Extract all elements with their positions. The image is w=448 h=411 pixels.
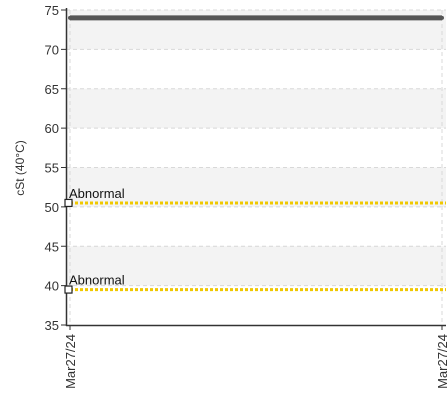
series-point bbox=[440, 15, 444, 20]
abnormal-label: Abnormal bbox=[69, 186, 125, 201]
y-tick-label: 75 bbox=[45, 3, 59, 18]
y-tick-label: 35 bbox=[45, 318, 59, 333]
abnormal-marker bbox=[64, 198, 73, 208]
y-tick-label: 50 bbox=[45, 200, 59, 215]
series bbox=[68, 15, 444, 21]
y-tick-label: 55 bbox=[45, 161, 59, 176]
axes bbox=[65, 8, 446, 327]
x-tick-label: Mar27/24 bbox=[63, 334, 78, 389]
plot-bands bbox=[66, 10, 446, 286]
abnormal-marker bbox=[64, 285, 73, 294]
x-ticks: Mar27/24 Mar27/24 bbox=[63, 325, 448, 389]
y-axis-title: cSt (40°C) bbox=[13, 140, 27, 195]
gridlines bbox=[66, 9, 446, 325]
y-tick-label: 40 bbox=[45, 279, 59, 294]
plot-band bbox=[66, 167, 446, 207]
y-tick-label: 45 bbox=[45, 239, 59, 254]
abnormal-label: Abnormal bbox=[69, 273, 125, 288]
series-point bbox=[68, 15, 72, 20]
plot-band bbox=[66, 246, 446, 286]
y-tick-label: 70 bbox=[45, 42, 59, 57]
y-ticks: 35 40 45 50 55 60 65 70 75 bbox=[45, 3, 66, 333]
reference-lines: Abnormal Abnormal bbox=[64, 186, 446, 294]
y-tick-label: 60 bbox=[45, 121, 59, 136]
x-tick-label: Mar27/24 bbox=[435, 334, 448, 389]
y-tick-label: 65 bbox=[45, 82, 59, 97]
plot-band bbox=[66, 88, 446, 129]
